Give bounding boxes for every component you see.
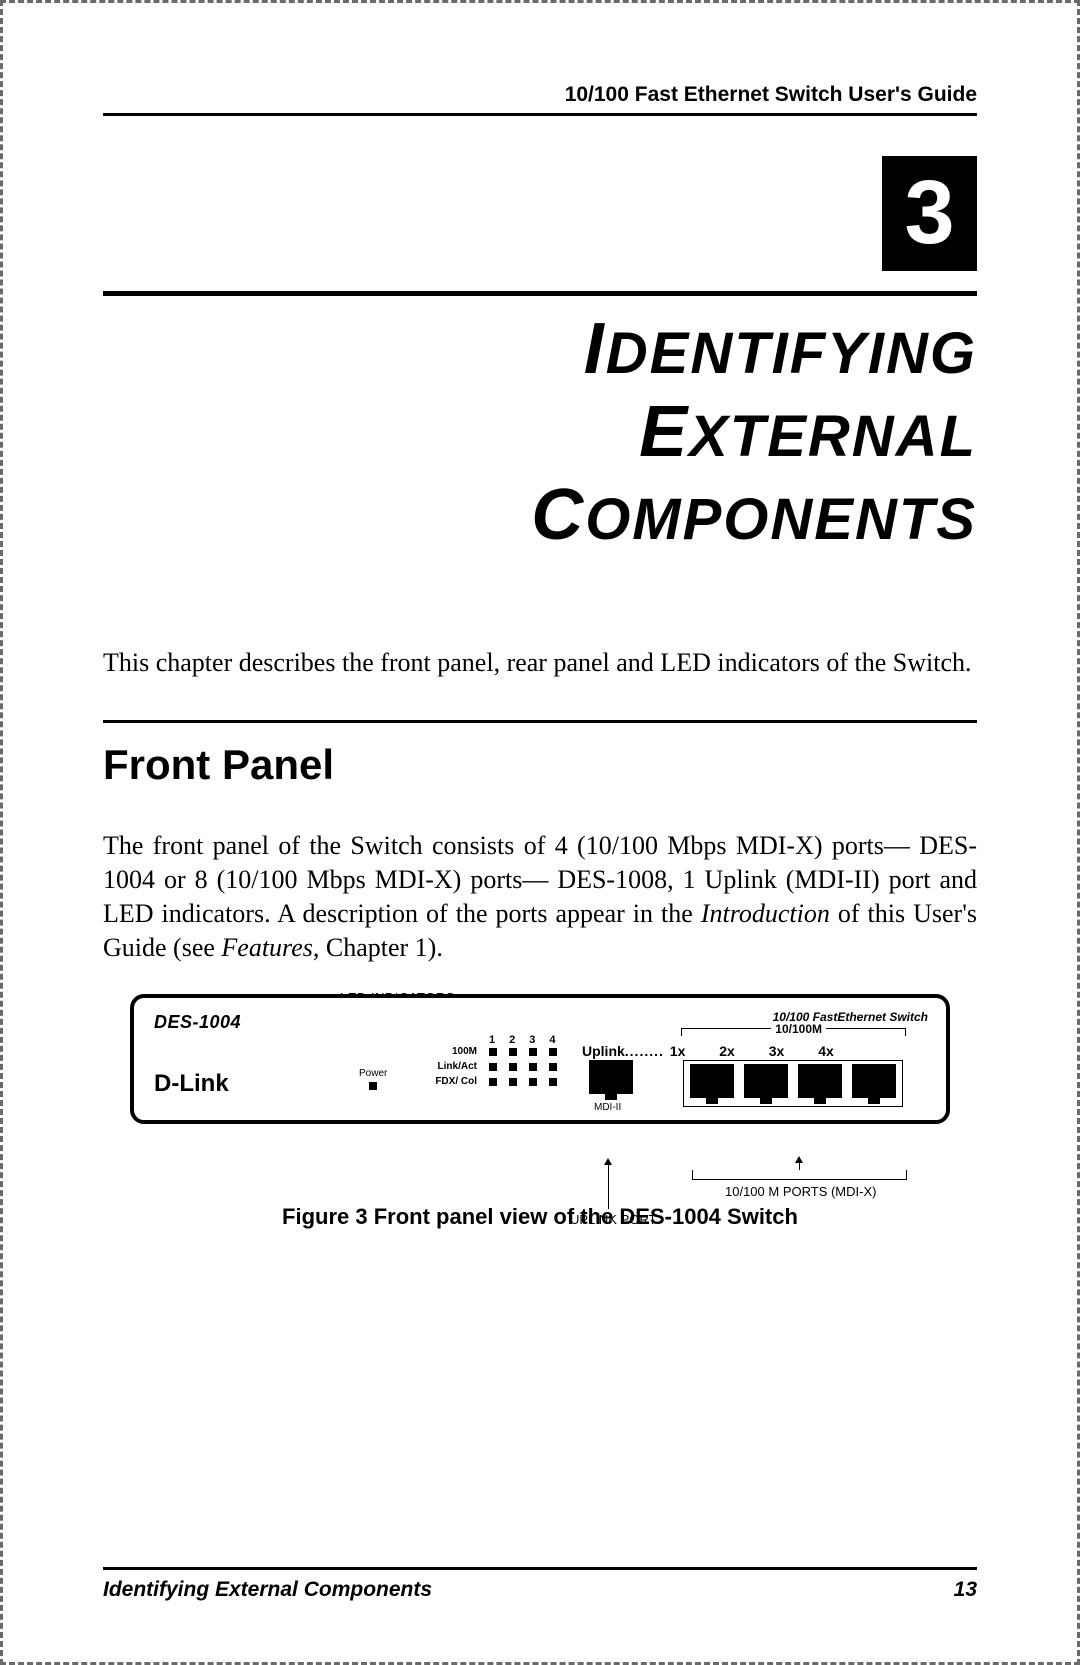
arrowhead-up-icon (795, 1156, 803, 1163)
led-icon (489, 1078, 497, 1086)
callout-line (799, 1162, 800, 1170)
led-icon (529, 1063, 537, 1071)
led-column-labels: 1 2 3 4 (489, 1034, 556, 1046)
callout-uplink-port-label: UPLINK PORT (570, 1212, 656, 1227)
led-icon (529, 1048, 537, 1056)
power-label: Power (359, 1068, 387, 1079)
led-row-linkact: Link/Act (429, 1061, 557, 1072)
page-footer: Identifying External Components 13 (103, 1567, 977, 1602)
uplink-label: Uplink (582, 1043, 625, 1059)
title-line-3: COMPONENTS (103, 474, 977, 557)
led-icon (509, 1078, 517, 1086)
power-led-icon (369, 1082, 377, 1090)
mdix-ports-group (683, 1060, 903, 1107)
uplink-port-icon (589, 1060, 633, 1094)
section-rule (103, 720, 977, 723)
running-header: 10/100 Fast Ethernet Switch User's Guide (103, 83, 977, 113)
figure-caption: Figure 3 Front panel view of the DES-100… (103, 1204, 977, 1230)
led-icon (509, 1063, 517, 1071)
uplink-dots: ........ (625, 1043, 664, 1059)
footer-rule (103, 1567, 977, 1570)
rj45-port-icon (690, 1064, 734, 1098)
body-paragraph: The front panel of the Switch consists o… (103, 829, 977, 964)
callout-mdix-label: 10/100 M PORTS (MDI-X) (725, 1184, 876, 1199)
callout-mdix-bracket (692, 1170, 907, 1180)
chapter-title: IDENTIFYING EXTERNAL COMPONENTS (103, 291, 977, 556)
callout-line (608, 1164, 609, 1209)
led-icon (549, 1063, 557, 1071)
page-number: 13 (954, 1578, 977, 1602)
led-icon (529, 1078, 537, 1086)
page: 10/100 Fast Ethernet Switch User's Guide… (0, 0, 1080, 1665)
led-icon (489, 1048, 497, 1056)
title-line-1: IDENTIFYING (103, 308, 977, 391)
rj45-port-icon (798, 1064, 842, 1098)
led-row-fdxcol: FDX/ Col (429, 1076, 557, 1087)
chapter-number-badge: 3 (882, 156, 977, 271)
arrowhead-up-icon (604, 1158, 612, 1165)
ports-row (589, 1060, 903, 1107)
footer-section-title: Identifying External Components (103, 1578, 432, 1602)
switch-chassis: DES-1004 D-Link Power 1 2 3 4 100M Link/… (130, 994, 950, 1124)
port-labels-row: Uplink ........ 1x 2x 3x 4x (582, 1043, 834, 1059)
led-icon (509, 1048, 517, 1056)
mdi-ii-label: MDI-II (594, 1102, 621, 1113)
speed-label: 10/100M (771, 1022, 826, 1036)
power-led-block: Power (359, 1068, 387, 1090)
led-indicator-grid: 100M Link/Act FDX/ Col (429, 1046, 557, 1091)
rj45-port-icon (744, 1064, 788, 1098)
led-icon (549, 1078, 557, 1086)
header-rule (103, 113, 977, 116)
brand-label: D-Link (154, 1070, 229, 1098)
section-heading: Front Panel (103, 741, 977, 789)
model-label: DES-1004 (154, 1012, 241, 1033)
led-row-100m: 100M (429, 1046, 557, 1057)
figure-des1004-front-panel: LED INDICATORS DES-1004 D-Link Power 1 2… (130, 994, 950, 1124)
chapter-intro-paragraph: This chapter describes the front panel, … (103, 646, 977, 680)
title-line-2: EXTERNAL (103, 391, 977, 474)
rj45-port-icon (852, 1064, 896, 1098)
led-icon (549, 1048, 557, 1056)
led-icon (489, 1063, 497, 1071)
